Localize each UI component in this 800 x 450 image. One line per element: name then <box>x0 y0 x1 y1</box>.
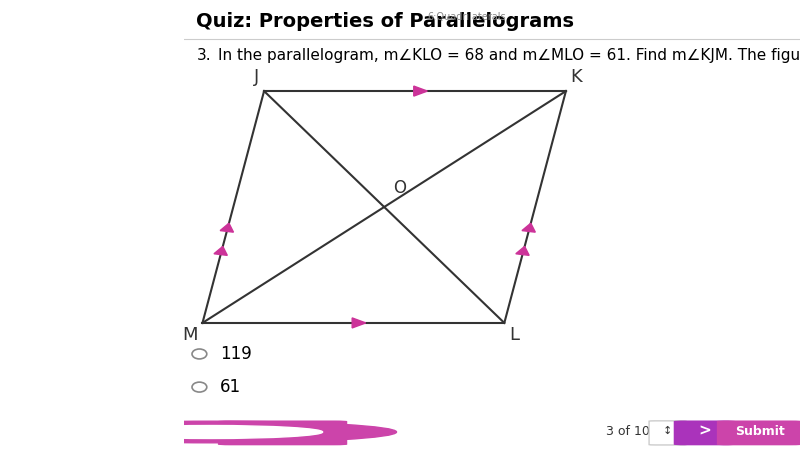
Polygon shape <box>220 223 234 232</box>
Text: 61: 61 <box>220 378 241 396</box>
Text: >: > <box>698 424 711 439</box>
Text: 3.: 3. <box>196 48 211 63</box>
FancyBboxPatch shape <box>649 421 686 445</box>
Text: 119: 119 <box>220 345 251 363</box>
FancyBboxPatch shape <box>218 420 347 446</box>
Text: M: M <box>182 326 198 344</box>
Text: J: J <box>254 68 259 86</box>
Text: 3 of 10: 3 of 10 <box>606 425 650 438</box>
FancyBboxPatch shape <box>717 420 800 446</box>
Polygon shape <box>516 247 529 255</box>
Polygon shape <box>352 318 366 328</box>
Text: Quiz: Properties of Parallelograms: Quiz: Properties of Parallelograms <box>196 13 574 32</box>
Text: Description: Description <box>244 425 324 438</box>
Circle shape <box>27 421 397 443</box>
Text: In the parallelogram, m∠KLO = 68 and m∠MLO = 61. Find m∠KJM. The figure is not t: In the parallelogram, m∠KLO = 68 and m∠M… <box>218 48 800 63</box>
Polygon shape <box>522 223 535 232</box>
Text: ↕: ↕ <box>663 426 672 436</box>
Text: 6:Quadrilaterals: 6:Quadrilaterals <box>427 12 506 22</box>
Text: Submit: Submit <box>735 425 785 438</box>
Circle shape <box>101 426 322 438</box>
Text: L: L <box>509 326 519 344</box>
FancyBboxPatch shape <box>674 420 735 446</box>
Circle shape <box>192 382 206 392</box>
Text: O: O <box>394 179 406 197</box>
Polygon shape <box>414 86 427 96</box>
Circle shape <box>192 349 206 359</box>
Polygon shape <box>214 247 227 255</box>
Text: K: K <box>570 68 582 86</box>
